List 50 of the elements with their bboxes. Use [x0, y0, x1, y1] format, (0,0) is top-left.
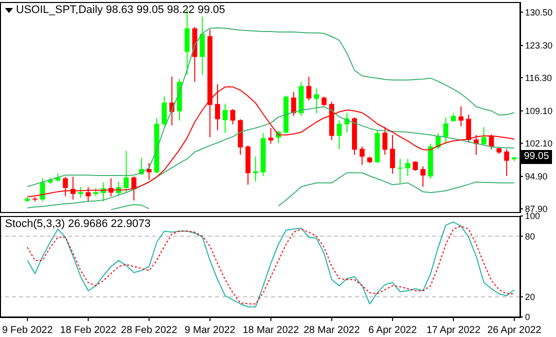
x-tick-label: 28 Feb 2022 — [121, 325, 178, 336]
x-tick-label: 28 Mar 2022 — [304, 325, 360, 336]
x-tick-label: 18 Mar 2022 — [242, 325, 300, 336]
candlestick — [504, 148, 510, 176]
y-tick-label: 20 — [525, 292, 536, 302]
candlestick — [162, 96, 167, 126]
candlestick — [146, 162, 152, 180]
x-tick-label: 26 Apr 2022 — [487, 325, 542, 336]
chart-title: USOIL_SPT,Daily 98.63 99.05 98.22 99.05 — [16, 4, 226, 16]
candlestick — [306, 76, 312, 101]
candlestick — [466, 114, 472, 144]
candlestick — [443, 116, 448, 145]
y-tick-label: 0 — [525, 312, 530, 322]
chart-title: Stoch(5,3,3) 26.9686 22.9073 — [5, 218, 151, 230]
y-tick-label: 102.10 — [525, 138, 553, 148]
y-tick-label: 87.90 — [525, 204, 548, 214]
candlestick — [382, 126, 388, 156]
x-tick-label: 6 Apr 2022 — [368, 325, 418, 336]
candlestick — [398, 158, 403, 184]
x-tick-label: 17 Apr 2022 — [426, 325, 481, 336]
y-tick-label: 116.30 — [525, 72, 552, 83]
x-tick-label: 18 Feb 2022 — [60, 325, 117, 336]
candlestick — [78, 186, 84, 198]
candlestick — [200, 16, 205, 76]
candlestick — [405, 158, 410, 176]
candlestick — [230, 108, 236, 125]
annotation: 99.05 — [521, 150, 552, 164]
y-tick-label: 94.90 — [525, 172, 548, 182]
candlestick — [481, 126, 486, 146]
y-tick-label: 123.30 — [525, 40, 553, 51]
candlestick — [40, 178, 46, 202]
candlestick — [124, 150, 129, 193]
candlestick — [314, 88, 319, 114]
candlestick — [390, 134, 396, 174]
y-tick-label: 100 — [525, 211, 540, 222]
candlestick — [360, 146, 365, 166]
y-tick-label: 130.50 — [525, 7, 553, 18]
candlestick — [336, 120, 342, 150]
candlestick — [268, 128, 274, 144]
candlestick — [458, 106, 464, 127]
candlestick — [222, 103, 228, 134]
candlestick — [291, 92, 296, 116]
candlestick — [488, 134, 494, 150]
x-tick-label: 9 Mar 2022 — [184, 325, 236, 336]
candlestick — [412, 160, 418, 172]
x-tick-label: 9 Feb 2022 — [2, 325, 54, 336]
candlestick — [420, 166, 426, 188]
y-tick-label: 80 — [525, 231, 536, 242]
candlestick — [322, 96, 327, 106]
y-tick-label: 109.10 — [525, 106, 553, 116]
